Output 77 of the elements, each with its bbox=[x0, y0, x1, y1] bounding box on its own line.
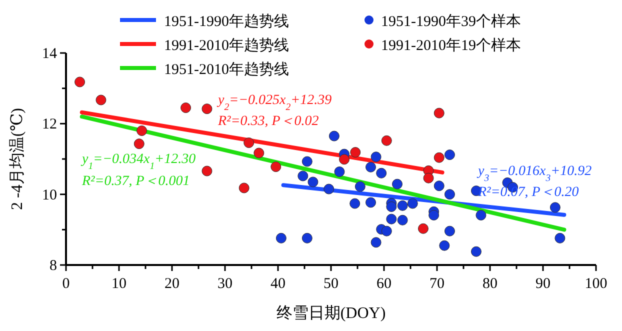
y-axis-title: 2 -4月均温(℃) bbox=[9, 108, 26, 210]
point bbox=[444, 189, 455, 200]
point bbox=[434, 152, 444, 163]
y-tick-label: 12 bbox=[42, 116, 57, 133]
point bbox=[386, 214, 397, 224]
annotation: y$_{1}$=−0.034x$_{1}$+12.30 bbox=[80, 152, 196, 172]
x-tick-label: 50 bbox=[324, 276, 338, 292]
point bbox=[397, 200, 408, 211]
x-tick-label: 80 bbox=[482, 276, 498, 292]
point bbox=[202, 104, 212, 114]
x-tick-label: 0 bbox=[62, 276, 70, 292]
point bbox=[324, 184, 334, 194]
point bbox=[376, 168, 387, 178]
legend-label: 1951-1990年39个样本 bbox=[381, 13, 521, 30]
point bbox=[302, 156, 312, 167]
x-tick-label: 90 bbox=[536, 276, 550, 292]
point bbox=[328, 130, 340, 142]
point bbox=[444, 150, 455, 160]
x-tick-label: 100 bbox=[584, 276, 608, 292]
point bbox=[381, 226, 392, 236]
x-tick-label: 70 bbox=[430, 276, 444, 292]
point bbox=[407, 198, 418, 209]
point bbox=[308, 176, 318, 188]
point bbox=[381, 135, 392, 146]
x-tick-label: 40 bbox=[270, 276, 286, 292]
point bbox=[134, 138, 144, 150]
point bbox=[366, 197, 376, 208]
point bbox=[334, 166, 345, 177]
annotation: y$_{2}$=−0.025x$_{2}$+12.39 bbox=[216, 93, 332, 112]
point bbox=[444, 226, 455, 236]
point bbox=[136, 125, 148, 136]
point bbox=[434, 180, 444, 192]
point bbox=[470, 246, 482, 257]
x-tick-label: 10 bbox=[112, 276, 126, 292]
y-tick-label: 8 bbox=[50, 258, 57, 274]
point bbox=[386, 201, 397, 212]
point bbox=[366, 162, 376, 172]
annotation: R²=0.33, P＜0.02 bbox=[217, 114, 319, 129]
point bbox=[202, 166, 212, 176]
point bbox=[276, 232, 286, 244]
point bbox=[350, 147, 361, 158]
point bbox=[74, 76, 86, 88]
point bbox=[554, 232, 566, 244]
point bbox=[270, 162, 282, 172]
point bbox=[350, 198, 360, 209]
point bbox=[96, 94, 106, 106]
point bbox=[370, 152, 382, 162]
point bbox=[428, 210, 440, 220]
legend-label: 1991-2010年19个样本 bbox=[381, 37, 521, 54]
x-tick-label: 30 bbox=[218, 276, 232, 292]
point bbox=[550, 202, 560, 213]
point bbox=[244, 137, 254, 148]
x-tick-label: 60 bbox=[376, 276, 392, 292]
point bbox=[298, 170, 308, 182]
legend-label: 1951-2010年趋势线 bbox=[164, 61, 289, 78]
x-tick-label: 20 bbox=[164, 276, 180, 292]
point bbox=[254, 148, 264, 158]
legend-label: 1951-1990年趋势线 bbox=[164, 13, 289, 30]
point bbox=[423, 172, 434, 184]
point bbox=[302, 232, 312, 244]
point bbox=[238, 182, 250, 194]
x-axis-title: 终雪日期(DOY) bbox=[276, 304, 386, 322]
point bbox=[476, 210, 486, 220]
point bbox=[418, 223, 428, 234]
annotation: R²=0.37, P＜0.001 bbox=[81, 174, 190, 189]
point bbox=[434, 108, 444, 118]
point bbox=[354, 181, 366, 192]
point bbox=[397, 214, 408, 226]
point bbox=[392, 178, 402, 190]
y-tick-label: 10 bbox=[42, 187, 57, 204]
point bbox=[180, 102, 192, 114]
legend-label: 1991-2010年趋势线 bbox=[164, 37, 289, 54]
point bbox=[339, 154, 350, 165]
annotation: y$_{3}$=−0.016x$_{3}$+10.92 bbox=[476, 164, 592, 184]
point bbox=[439, 240, 450, 251]
point bbox=[370, 237, 382, 248]
y-tick-label: 14 bbox=[42, 46, 58, 62]
